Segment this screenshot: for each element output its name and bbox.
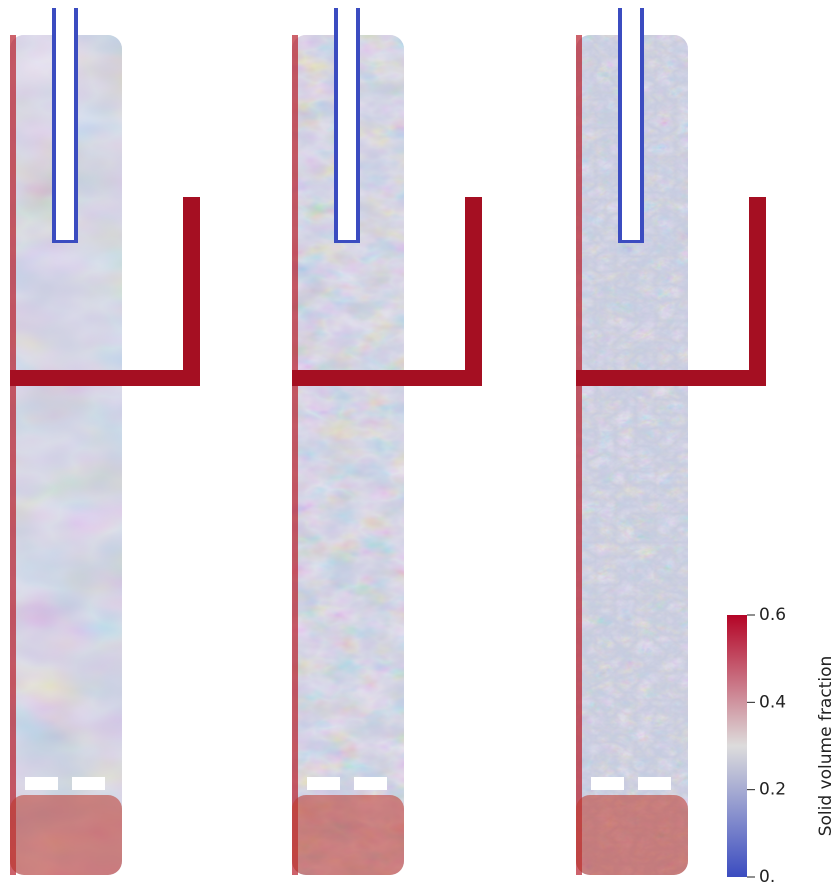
bottom-dense [576, 795, 688, 875]
colorbar-tick-label: 0.6 [759, 605, 786, 625]
wall-layer [10, 35, 16, 875]
side-arm-v [465, 197, 482, 386]
colorbar: Solid volume fraction 0. 0.2 0.4 0.6 [727, 605, 836, 886]
reactor [292, 0, 482, 875]
reactor [10, 0, 200, 875]
blade [307, 777, 340, 790]
side-arm-h [292, 370, 482, 386]
side-arm-h [10, 370, 200, 386]
reactor-field [576, 35, 688, 875]
wall-layer [576, 35, 582, 875]
colorbar-gradient [727, 615, 747, 877]
reactor-field [292, 35, 404, 875]
wall-layer [292, 35, 298, 875]
blade [638, 777, 671, 790]
bottom-dense [10, 795, 122, 875]
colorbar-label: Solid volume fraction [816, 656, 836, 837]
bottom-dense [292, 795, 404, 875]
standpipe [622, 0, 640, 240]
reactor [576, 0, 766, 875]
standpipe [56, 0, 74, 240]
colorbar-tick-label: 0. [759, 867, 775, 886]
blade [72, 777, 105, 790]
side-arm-v [749, 197, 766, 386]
colorbar-tick-label: 0.2 [759, 780, 786, 800]
side-arm-h [576, 370, 766, 386]
reactors [10, 0, 766, 875]
side-arm-v [183, 197, 200, 386]
colorbar-tick-label: 0.4 [759, 692, 786, 712]
blade [591, 777, 624, 790]
standpipe-gap [622, 0, 640, 12]
blade [354, 777, 387, 790]
standpipe-gap [56, 0, 74, 12]
standpipe-gap [338, 0, 356, 12]
blade [25, 777, 58, 790]
reactor-field [10, 35, 122, 875]
standpipe [338, 0, 356, 240]
